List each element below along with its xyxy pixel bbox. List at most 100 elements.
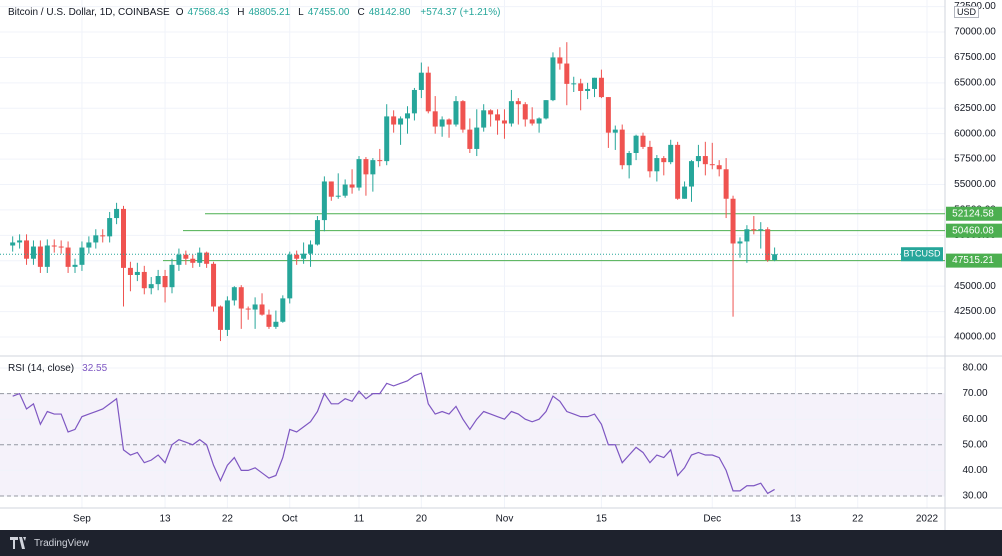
candle-body — [17, 240, 23, 243]
candle-body — [522, 104, 528, 120]
candle-body — [585, 88, 591, 91]
candle-body — [474, 127, 480, 149]
candle-body — [508, 101, 514, 124]
y-tick-label: 70000.00 — [954, 27, 996, 38]
candle-body — [252, 304, 258, 310]
candle-body — [425, 72, 431, 112]
symbol-title: Bitcoin / U.S. Dollar, 1D, COINBASE — [8, 7, 170, 18]
y-tick-label: 67500.00 — [954, 52, 996, 63]
level-label: 52124.58 — [952, 208, 994, 219]
candle-body — [190, 258, 196, 263]
y-tick-label: 60.00 — [962, 414, 987, 425]
currency[interactable]: USD — [954, 6, 980, 18]
field-value: 47455.00 — [307, 7, 350, 18]
field-key: H — [237, 7, 245, 18]
candle-body — [107, 218, 113, 237]
field-key: O — [175, 7, 184, 18]
candle-body — [259, 304, 265, 315]
candle-body — [709, 164, 715, 166]
candle-body — [411, 89, 417, 114]
candle-body — [308, 244, 314, 254]
candle-body — [294, 254, 300, 259]
candle-body — [702, 156, 708, 165]
candle-body — [398, 118, 404, 125]
candle-body — [93, 235, 99, 243]
field-value: 48142.80 — [368, 7, 411, 18]
field-value: 47568.43 — [187, 7, 230, 18]
y-tick-label: 40.00 — [962, 465, 987, 476]
rsi-title: RSI (14, close) — [8, 363, 75, 374]
candle-body — [391, 116, 397, 125]
logo — [10, 537, 26, 549]
candle-body — [176, 254, 182, 265]
candle-body — [744, 229, 750, 242]
candle-body — [675, 144, 681, 199]
candle-body — [695, 156, 701, 162]
candle-body — [273, 321, 279, 327]
candle-body — [65, 247, 71, 267]
candle-body — [148, 284, 154, 289]
symbol-tag — [901, 247, 943, 262]
candle-body — [231, 287, 237, 301]
candle-body — [169, 264, 175, 288]
candle-body — [114, 208, 120, 219]
candle-body — [183, 254, 189, 259]
candle-body — [384, 116, 390, 162]
y-tick-label: 42500.00 — [954, 306, 996, 317]
chart: Sep 13 22 Oct 11 20 Nov 15 Dec 13 22 2022 40000.00 42… — [0, 0, 1002, 530]
candle-body — [730, 198, 736, 244]
footer: TradingView — [0, 530, 1002, 556]
y-tick-label: 57500.00 — [954, 154, 996, 165]
candle-body — [488, 110, 494, 115]
x-tick-label: Dec — [703, 514, 721, 525]
candle-body — [536, 118, 542, 124]
candle-body — [121, 208, 127, 268]
candle-body — [51, 245, 57, 247]
candle-body — [515, 101, 521, 105]
candle-body — [245, 308, 251, 310]
candle-body — [626, 152, 632, 166]
level-tag — [946, 206, 1002, 221]
candle-body — [301, 253, 307, 259]
candle-body — [592, 77, 598, 89]
x-tick-label: 20 — [416, 514, 428, 525]
candle-body — [328, 181, 334, 197]
y-tick-label: 65000.00 — [954, 77, 996, 88]
candle-body — [765, 229, 771, 261]
rsi-line — [12, 372, 775, 495]
candle-body — [44, 245, 50, 267]
candle-body — [100, 235, 106, 237]
candle-body — [155, 276, 161, 285]
candle-body — [321, 181, 327, 221]
candle-body — [564, 63, 570, 84]
y-tick-label: 45000.00 — [954, 281, 996, 292]
candle-body — [377, 160, 383, 162]
ohlc-fields: O 47568.43 H 48805.21 L 47455.00 C 48142.80 — [176, 7, 415, 18]
candle-body — [598, 77, 604, 98]
change: +574.37 (+1.21%) — [420, 7, 501, 18]
candle-body — [224, 300, 230, 330]
candle-body — [266, 314, 272, 327]
y-tick-label: 55000.00 — [954, 179, 996, 190]
field-value: 48805.21 — [248, 7, 291, 18]
candle-body — [370, 160, 376, 175]
candle-body — [619, 129, 625, 166]
candle-body — [543, 100, 549, 119]
candle-body — [197, 252, 203, 263]
candle-body — [723, 169, 729, 199]
candle-body — [668, 144, 674, 163]
level-tag — [946, 253, 1002, 268]
y-tick-label: 40000.00 — [954, 332, 996, 343]
candle-body — [162, 276, 168, 288]
y-tick-label: 50.00 — [962, 439, 987, 450]
candle-body — [134, 271, 140, 275]
x-tick-label: 13 — [790, 514, 802, 525]
field-key: L — [298, 7, 304, 18]
candle-body — [10, 242, 16, 246]
candle-body — [432, 111, 438, 127]
field-key: C — [357, 7, 365, 18]
candle-body — [661, 158, 667, 163]
candle-body — [654, 158, 660, 172]
x-tick-label: 15 — [596, 514, 608, 525]
